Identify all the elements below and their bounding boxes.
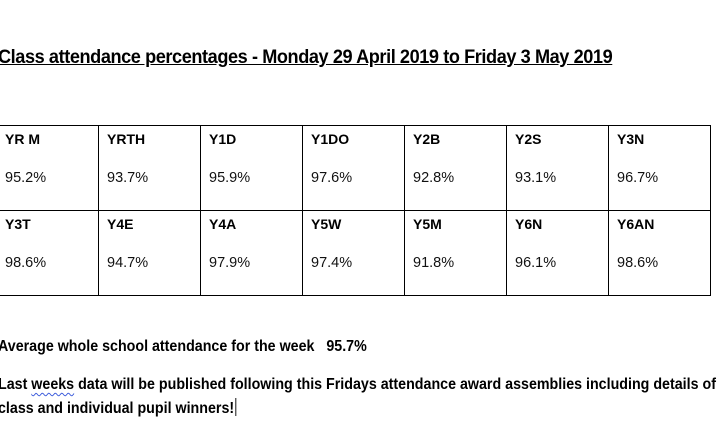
attendance-value: 92.8%	[413, 170, 455, 186]
table-cell: Y2B 92.8%	[404, 125, 507, 211]
table-cell: Y4A 97.9%	[200, 210, 303, 296]
table-cell: YRTH 93.7%	[98, 125, 201, 211]
table-cell: Y3N 96.7%	[608, 125, 711, 211]
attendance-value: 97.6%	[311, 170, 353, 186]
attendance-value: 97.4%	[311, 255, 353, 271]
class-name: Y4E	[107, 216, 134, 232]
average-label: Average whole school attendance for the …	[0, 338, 315, 355]
attendance-value: 93.7%	[107, 170, 149, 186]
class-name: Y2B	[413, 131, 441, 147]
attendance-value: 95.2%	[5, 170, 47, 186]
table-cell: Y3T 98.6%	[0, 210, 99, 296]
table-cell: YR M 95.2%	[0, 125, 99, 211]
class-name: YR M	[5, 131, 40, 147]
class-name: Y4A	[209, 216, 237, 232]
class-name: Y1D	[209, 131, 237, 147]
document-title: Class attendance percentages - Monday 29…	[0, 46, 613, 68]
class-name: Y5M	[413, 216, 442, 232]
table-row: Y3T 98.6% Y4E 94.7% Y4A 97.9% Y5W 97.4% Y5M 9…	[0, 210, 711, 296]
attendance-value: 96.1%	[515, 255, 557, 271]
announcement-paragraph[interactable]: Last weeks data will be published follow…	[0, 373, 720, 421]
class-name: Y6AN	[617, 216, 655, 232]
text-cursor	[235, 398, 236, 416]
class-name: Y1DO	[311, 131, 350, 147]
class-name: Y2S	[515, 131, 542, 147]
class-name: Y3N	[617, 131, 645, 147]
attendance-value: 98.6%	[617, 255, 659, 271]
table-cell: Y6N 96.1%	[506, 210, 609, 296]
class-name: Y6N	[515, 216, 543, 232]
table-cell: Y2S 93.1%	[506, 125, 609, 211]
average-value: 95.7%	[326, 338, 367, 355]
note-text-start: Last	[0, 376, 32, 393]
class-name: Y3T	[5, 216, 31, 232]
class-name: Y5W	[311, 216, 342, 232]
attendance-table: YR M 95.2% YRTH 93.7% Y1D 95.9% Y1DO 97.6% Y…	[0, 125, 711, 296]
attendance-value: 97.9%	[209, 255, 251, 271]
attendance-value: 93.1%	[515, 170, 557, 186]
note-text-rest: data will be published following this Fr…	[0, 376, 716, 417]
table-row: YR M 95.2% YRTH 93.7% Y1D 95.9% Y1DO 97.6% Y…	[0, 125, 711, 211]
table-cell: Y4E 94.7%	[98, 210, 201, 296]
spellcheck-flagged-word[interactable]: weeks	[31, 376, 75, 393]
attendance-value: 94.7%	[107, 255, 149, 271]
average-attendance: Average whole school attendance for the …	[0, 338, 367, 356]
table-cell: Y1DO 97.6%	[302, 125, 405, 211]
attendance-value: 91.8%	[413, 255, 455, 271]
table-cell: Y5M 91.8%	[404, 210, 507, 296]
attendance-value: 96.7%	[617, 170, 659, 186]
attendance-value: 95.9%	[209, 170, 251, 186]
table-cell: Y6AN 98.6%	[608, 210, 711, 296]
table-cell: Y5W 97.4%	[302, 210, 405, 296]
table-cell: Y1D 95.9%	[200, 125, 303, 211]
attendance-value: 98.6%	[5, 255, 47, 271]
class-name: YRTH	[107, 131, 146, 147]
